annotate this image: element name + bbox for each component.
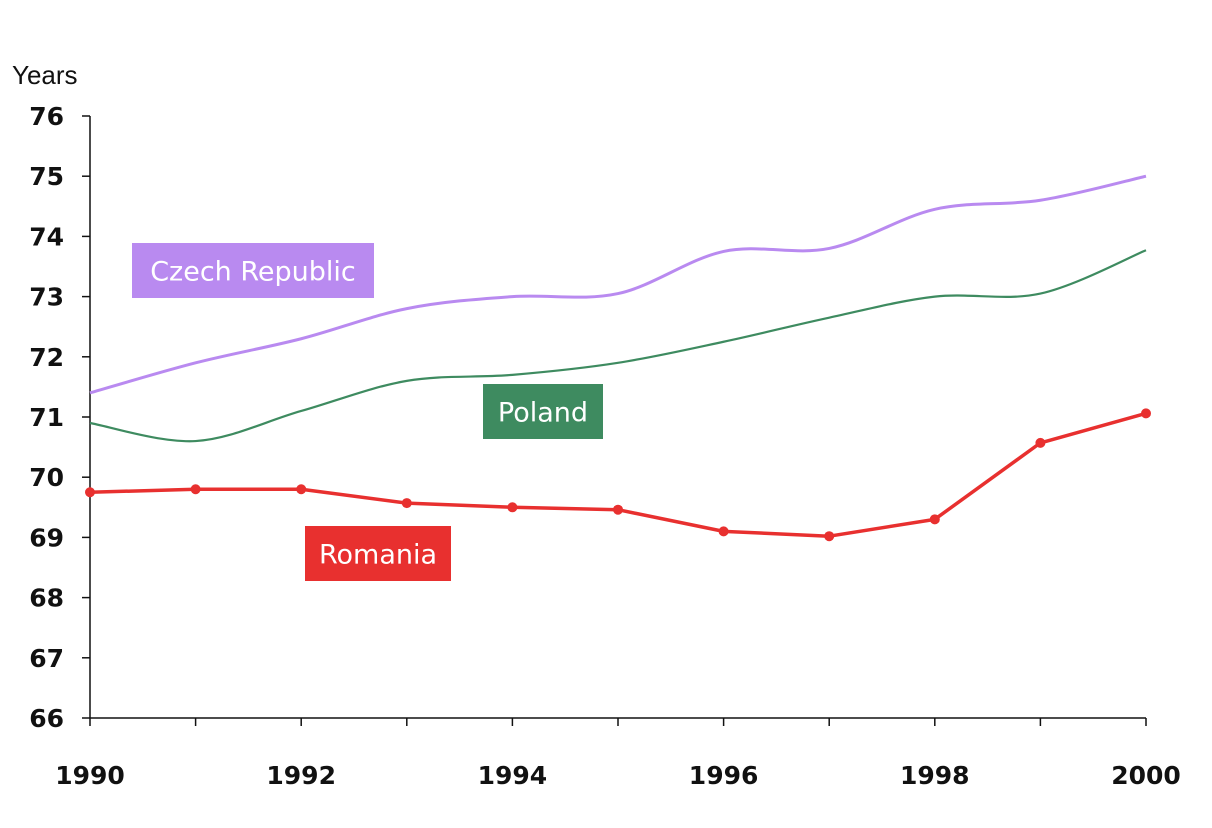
legend-label-czech-republic: Czech Republic xyxy=(132,243,374,298)
y-axis-label: Years xyxy=(12,60,78,90)
y-tick-label: 69 xyxy=(29,523,64,552)
data-point xyxy=(1141,408,1151,419)
legend-label-bg xyxy=(132,243,374,298)
data-point xyxy=(85,487,95,498)
y-tick-label: 73 xyxy=(29,283,64,312)
y-axis: 66 67 68 69 70 71 72 73 74 75 76 xyxy=(29,102,91,733)
series-poland xyxy=(89,249,1147,443)
x-tick-label: 1992 xyxy=(266,761,336,790)
y-tick-label: 74 xyxy=(29,222,64,251)
y-tick-label: 75 xyxy=(29,162,64,191)
y-tick-label: 70 xyxy=(29,463,64,492)
legend-label-romania: Romania xyxy=(305,526,451,581)
data-point xyxy=(718,526,729,537)
series-line xyxy=(89,411,1147,538)
y-tick-label: 67 xyxy=(29,644,64,673)
series-layer xyxy=(85,174,1151,542)
data-point xyxy=(1035,437,1046,448)
data-point xyxy=(507,502,518,513)
x-axis: 1990 1992 1994 1996 1998 2000 xyxy=(55,717,1181,790)
x-tick-label: 1996 xyxy=(689,761,759,790)
legend-label-text: Romania xyxy=(319,540,437,571)
data-point xyxy=(296,484,307,495)
y-tick-label: 71 xyxy=(29,403,64,432)
y-tick-label: 72 xyxy=(29,343,64,372)
series-line xyxy=(89,174,1147,395)
data-point xyxy=(401,498,412,509)
data-point xyxy=(190,484,201,495)
x-tick-label: 1990 xyxy=(55,761,125,790)
y-tick-label: 76 xyxy=(29,102,64,131)
x-tick-label: 1998 xyxy=(900,761,970,790)
legend-labels: Czech Republic Poland Romania xyxy=(132,243,603,581)
y-tick-label: 68 xyxy=(29,584,64,613)
legend-label-text: Poland xyxy=(498,398,588,429)
legend-label-bg xyxy=(305,526,451,581)
series-romania xyxy=(85,408,1151,542)
series-czech-republic xyxy=(89,174,1147,395)
data-point xyxy=(824,531,835,542)
x-tick-label: 2000 xyxy=(1111,761,1181,790)
data-point xyxy=(929,514,940,525)
series-line xyxy=(89,249,1147,443)
data-point xyxy=(613,504,623,515)
legend-label-poland: Poland xyxy=(483,384,603,439)
x-tick-label: 1994 xyxy=(478,761,548,790)
legend-label-bg xyxy=(483,384,603,439)
y-tick-label: 66 xyxy=(29,704,64,733)
legend-label-text: Czech Republic xyxy=(150,257,356,288)
